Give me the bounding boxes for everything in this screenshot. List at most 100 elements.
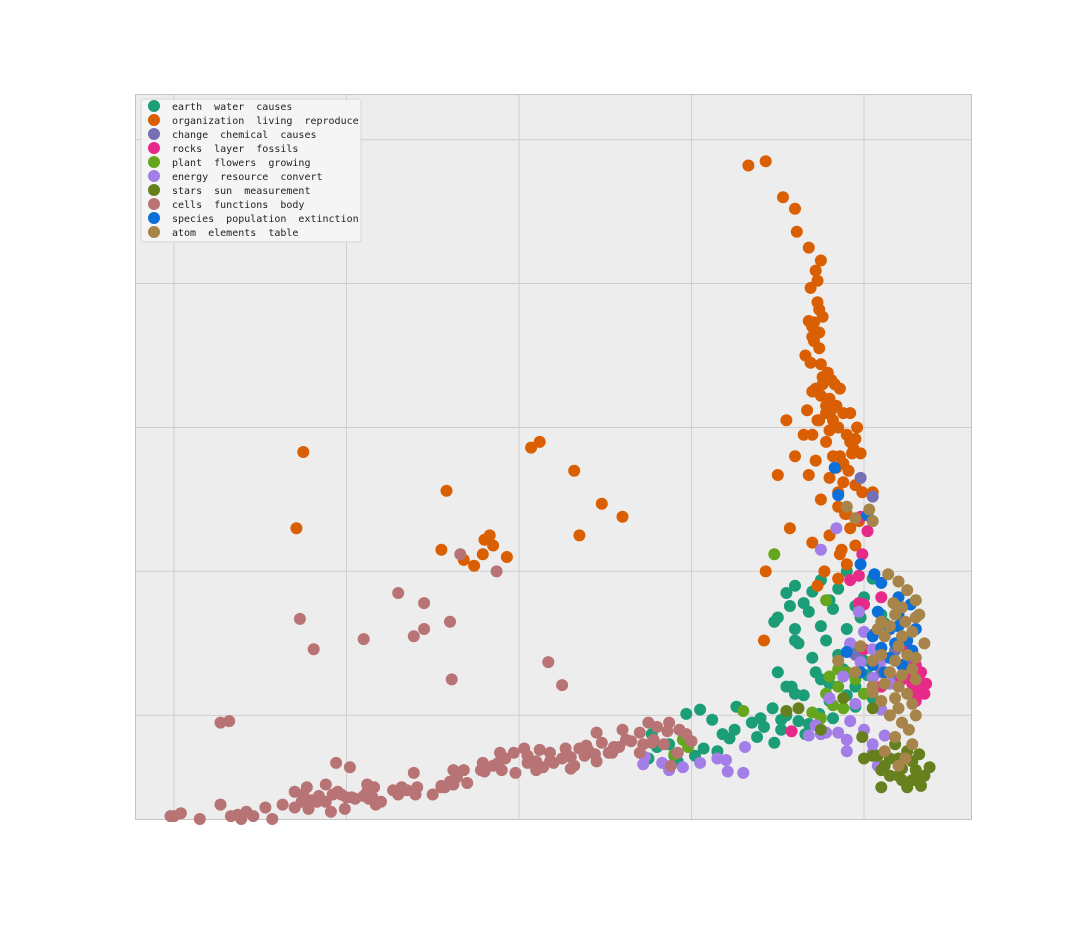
data-point (823, 692, 836, 705)
data-point (816, 371, 829, 384)
data-point (833, 382, 846, 395)
data-point (878, 729, 891, 742)
data-point (827, 602, 839, 615)
data-point (858, 752, 870, 765)
data-point (694, 756, 707, 769)
data-point (616, 723, 629, 736)
data-point (811, 414, 824, 427)
data-point (849, 433, 862, 445)
legend-marker (148, 100, 160, 112)
legend-marker (148, 212, 160, 224)
data-point (840, 623, 853, 635)
data-point (706, 713, 719, 726)
data-point (537, 761, 550, 774)
data-point (447, 764, 460, 777)
data-point (923, 761, 936, 774)
data-point (866, 490, 879, 503)
data-point (454, 548, 467, 561)
data-point (780, 705, 793, 717)
data-point (174, 807, 187, 820)
data-point (507, 746, 520, 759)
legend-label: organization living reproduce (172, 116, 359, 127)
data-point (802, 469, 815, 481)
data-point (533, 435, 546, 448)
data-point (490, 565, 503, 578)
data-point (814, 358, 827, 371)
data-point (875, 695, 888, 707)
data-point (896, 669, 908, 682)
data-point (768, 615, 781, 628)
data-point (468, 559, 481, 572)
data-point (664, 759, 677, 772)
data-point (909, 594, 922, 607)
data-point (483, 529, 496, 542)
data-point (806, 385, 819, 398)
data-point (804, 281, 817, 294)
series-5 (637, 522, 896, 779)
data-point (759, 155, 772, 168)
data-point (758, 720, 770, 733)
data-point (633, 726, 646, 739)
data-point (444, 775, 456, 788)
data-point (214, 798, 227, 811)
data-point (633, 746, 646, 759)
data-point (892, 702, 905, 715)
data-point (871, 605, 884, 618)
data-point (866, 654, 879, 667)
data-point (901, 584, 914, 597)
data-point (840, 646, 853, 658)
data-point (828, 461, 841, 474)
data-point (801, 404, 814, 417)
data-point (814, 543, 827, 556)
data-point (509, 766, 522, 779)
data-point (697, 742, 710, 755)
data-point (266, 813, 279, 825)
legend: earth water causes organization living re… (140, 98, 362, 243)
data-point (361, 778, 374, 791)
data-point (866, 515, 879, 528)
data-point (789, 579, 801, 592)
data-point (637, 758, 650, 771)
data-point (324, 805, 337, 818)
data-point (435, 543, 448, 556)
data-point (820, 435, 833, 448)
data-point (789, 450, 801, 463)
data-point (288, 801, 301, 814)
data-point (909, 709, 922, 722)
legend-label: species population extinction (172, 214, 359, 225)
data-point (913, 608, 926, 621)
data-point (780, 414, 793, 427)
data-point (580, 739, 593, 752)
data-point (811, 579, 824, 592)
data-point (832, 726, 845, 739)
data-point (883, 769, 896, 782)
data-point (426, 788, 439, 801)
data-point (906, 774, 919, 787)
data-point (882, 568, 895, 581)
data-point (814, 493, 827, 506)
series-7 (164, 548, 698, 825)
data-point (878, 677, 891, 690)
data-point (806, 651, 819, 664)
data-point (806, 536, 819, 549)
data-point (290, 522, 303, 535)
data-point (909, 651, 922, 664)
data-point (780, 587, 793, 599)
data-point (789, 687, 801, 700)
data-point (866, 686, 879, 699)
data-point (302, 802, 315, 815)
data-point (768, 736, 781, 749)
data-point (440, 484, 453, 497)
data-point (311, 795, 324, 808)
data-point (814, 254, 827, 267)
data-point (901, 687, 914, 700)
data-point (343, 761, 356, 774)
data-point (866, 702, 879, 715)
data-point (721, 765, 734, 778)
data-point (854, 558, 867, 571)
data-point (846, 447, 858, 460)
data-point (223, 715, 236, 728)
data-point (823, 471, 836, 484)
data-point (366, 791, 379, 804)
data-point (768, 548, 781, 561)
